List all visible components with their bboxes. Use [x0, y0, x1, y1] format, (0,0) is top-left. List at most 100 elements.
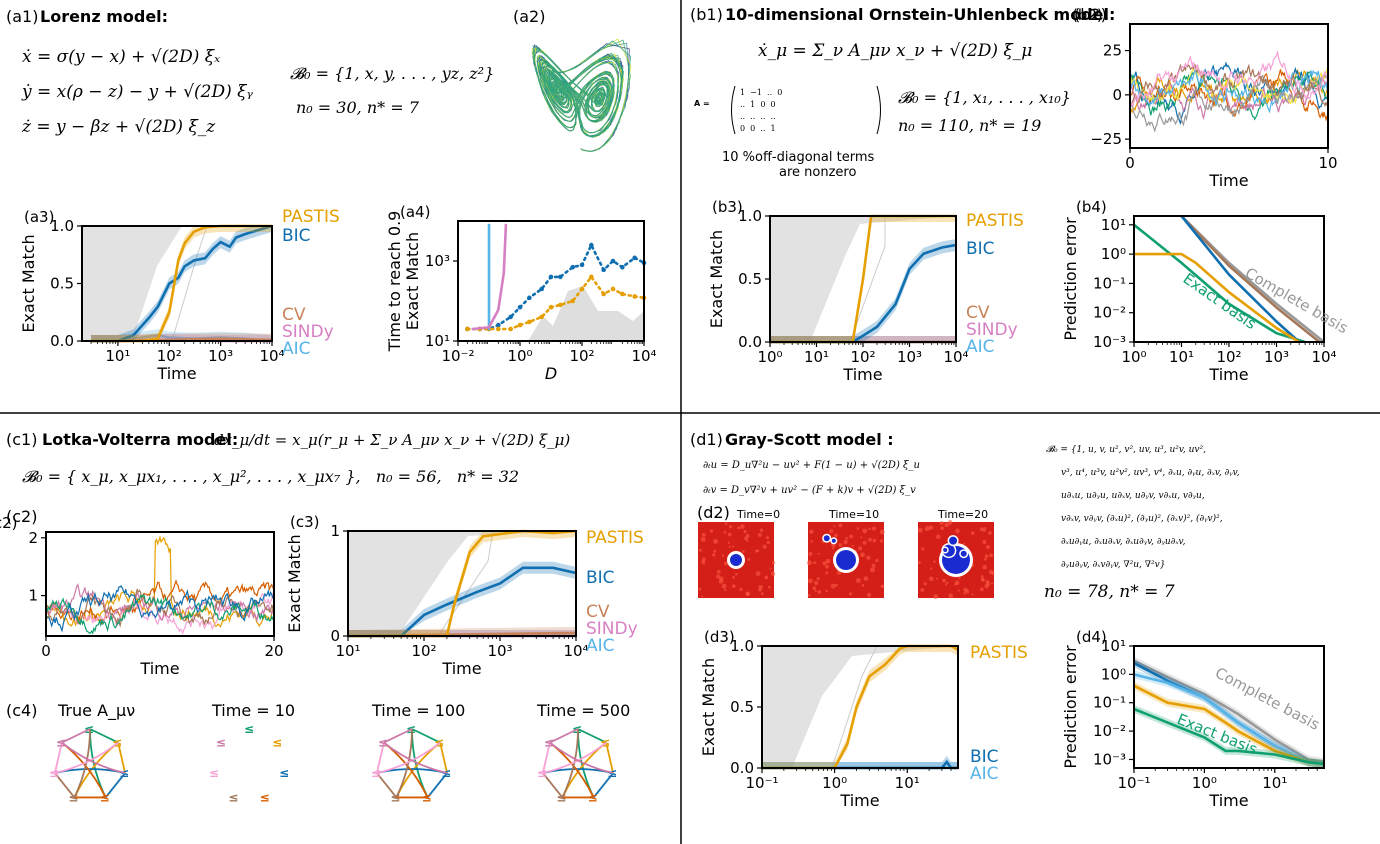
b2-ytick-label: 25 [1103, 42, 1122, 60]
b3-legend-CV: CV [966, 303, 990, 323]
d2-noise [928, 525, 934, 530]
d2-noise [739, 587, 743, 592]
b2-ytick-label: −25 [1090, 130, 1122, 148]
d2-noise [849, 592, 853, 596]
c4-edge [383, 728, 413, 744]
b4-line-CV [1180, 215, 1321, 344]
c4-edge [61, 728, 91, 744]
c4-edge [395, 728, 413, 798]
a4-point-BIC [496, 322, 501, 328]
c2-trajectory [45, 594, 275, 635]
d2-noise [812, 586, 817, 590]
c4-node: ≤ [56, 736, 66, 750]
d1-eq-v: ∂ₜv = D_v∇²v + uv² − (F + k)v + √(2D) ξ_… [703, 485, 916, 496]
d2-noise [806, 560, 812, 566]
d2-noise [933, 560, 936, 563]
d2-noise [721, 583, 727, 589]
a4-point-PASTIS [570, 298, 575, 304]
a3-shade [82, 226, 272, 341]
a3-xtick-label: 10³ [208, 347, 233, 365]
b3-xtick-label: 10⁴ [943, 348, 968, 366]
d2-noise [764, 575, 769, 580]
c4-edge [542, 742, 551, 774]
d2-noise [822, 561, 827, 566]
d2-noise [732, 545, 735, 548]
d2-noise [713, 538, 718, 544]
d2-noise [723, 530, 727, 534]
d2-noise [724, 588, 727, 592]
panel-label-a1: (a1) [6, 7, 38, 26]
a3-xtick-label: 10⁴ [259, 347, 284, 365]
d2-noise [810, 539, 813, 543]
c4-node: ≤ [49, 766, 59, 780]
d2-spot [960, 550, 967, 557]
a4-point-BIC [558, 274, 563, 280]
d3-shade [762, 646, 958, 768]
d2-noise [935, 577, 939, 580]
d2-noise [857, 546, 863, 551]
d1-basis-line-4: v∂ₓv, v∂ᵧv, (∂ₓu)², (∂ᵧu)², (∂ₓv)², (∂ᵧv… [1061, 513, 1223, 524]
d2-noise [701, 595, 704, 598]
c2-ytick-label: 2 [28, 529, 38, 547]
c3-legend-CV: CV [586, 602, 610, 622]
b3-xtick-label: 10² [850, 348, 875, 366]
d1-basis-line-5: ∂ₓu∂ᵧu, ∂ₓu∂ₓv, ∂ₓu∂ᵧv, ∂ᵧu∂ₓv, [1061, 537, 1186, 547]
c4-title-t500: Time = 500 [536, 701, 630, 720]
a1-title: Lorenz model: [40, 7, 168, 26]
a3-shade-edge [171, 225, 208, 342]
d2-noise [712, 553, 716, 557]
d2-noise [955, 528, 960, 534]
d2-noise [816, 577, 820, 581]
d2-noise [766, 540, 771, 545]
b4-annot-complete: Complete basis [1242, 264, 1351, 337]
c4-edge [577, 728, 607, 744]
b4-xtick-label: 10⁴ [1311, 348, 1336, 366]
d2-noise [984, 526, 987, 529]
d2-noise [980, 577, 985, 582]
a3-legend-SINDy: SINDy [282, 322, 334, 342]
d2-noise [868, 537, 872, 542]
b1-title: 10-dimensional Ornstein-Uhlenbeck model: [725, 5, 1115, 24]
d2-noise [944, 522, 949, 528]
d2-noise [963, 592, 966, 595]
d2-spot [836, 550, 856, 570]
d3-ytick-label: 0.5 [730, 698, 754, 716]
d2-noise [945, 583, 948, 586]
d2-noise [731, 584, 736, 588]
a4-xtick-label: 10⁰ [507, 347, 532, 365]
d2-noise [825, 571, 829, 575]
b3-xtick-label: 10³ [897, 348, 922, 366]
a4-point-PASTIS [610, 286, 616, 292]
d2-noise [945, 581, 949, 584]
a4-point-PASTIS [548, 304, 554, 310]
b3-xtick-label: 10¹ [804, 348, 829, 366]
d2-noise [979, 587, 984, 592]
a4-xtick-label: 10² [569, 347, 594, 365]
d2-noise [982, 564, 988, 570]
d2-noise [768, 585, 771, 589]
b4-xtick-label: 10¹ [1169, 348, 1194, 366]
d2-noise [971, 593, 974, 596]
d3-ylabel: Exact Match [699, 658, 718, 756]
c2-trajectory [45, 585, 275, 633]
c3-line-PASTIS [348, 529, 577, 638]
b1-eq: ẋ_μ = Σ_ν A_μν x_ν + √(2D) ξ_μ [758, 41, 1032, 61]
c3-legend-SINDy: SINDy [586, 619, 638, 639]
d2-noise [825, 564, 829, 569]
d2-noise [765, 536, 770, 540]
d2-noise [921, 547, 925, 551]
d2-noise [991, 582, 994, 585]
d2-noise [716, 574, 721, 579]
c2-frame [45, 531, 275, 637]
panel-label-a2: (a2) [513, 7, 545, 26]
c1-basis: 𝓑₀ = { x_μ, x_μx₁, . . . , x_μ², . . . ,… [22, 467, 519, 486]
b3-band-BIC [770, 239, 956, 342]
c3-shade-edge [437, 530, 494, 637]
a4-point-BIC [632, 255, 637, 261]
b3-shade-edge [849, 216, 886, 343]
d2-noise [741, 550, 745, 554]
d1-basis-line-2: v³, u⁴, u³v, u²v², uv³, v⁴, ∂ₓu, ∂ᵧu, ∂ₓ… [1061, 468, 1240, 478]
d4-line-Complete basis [1133, 659, 1325, 764]
a4-point-PASTIS [601, 291, 606, 297]
d1-basis-line-3: u∂ₓu, u∂ᵧu, u∂ₓv, u∂ᵧv, v∂ₓu, v∂ᵧu, [1061, 491, 1205, 501]
